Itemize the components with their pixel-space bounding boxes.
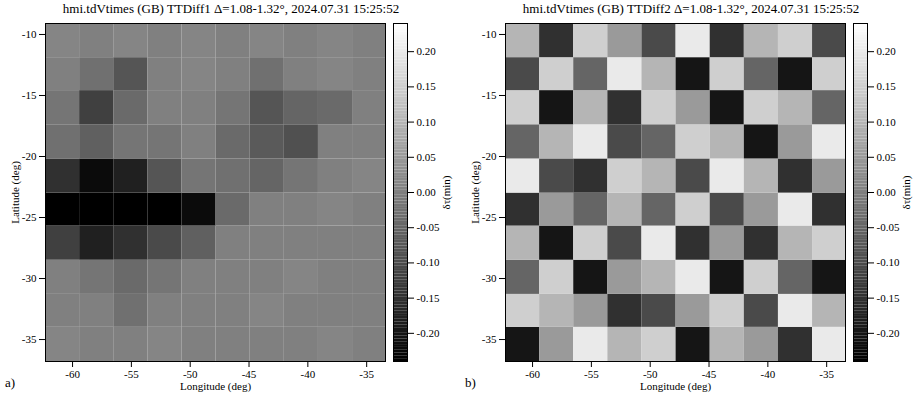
svg-text:-0.10: -0.10 [417, 256, 440, 268]
svg-text:-45: -45 [702, 368, 717, 380]
svg-text:0.10: 0.10 [877, 116, 897, 128]
html-text:hmi.tdVtimes (GB) TTDiff2 Δ=1.: hmi.tdVtimes (GB) TTDiff2 Δ=1.08-1.32°, … [522, 1, 860, 16]
svg-text:-0.05: -0.05 [417, 221, 440, 233]
svg-text:-60: -60 [525, 368, 540, 380]
svg-text:-40: -40 [301, 368, 316, 380]
svg-text:-45: -45 [242, 368, 257, 380]
svg-text:-15: -15 [22, 89, 37, 101]
svg-text:δτ(min): δτ(min) [900, 175, 913, 209]
svg-text:Longitude (deg): Longitude (deg) [180, 380, 252, 393]
svg-text:-50: -50 [643, 368, 658, 380]
svg-text:-35: -35 [359, 368, 374, 380]
svg-text:0.20: 0.20 [417, 45, 437, 57]
svg-text:Latitude (deg): Latitude (deg) [9, 161, 22, 224]
html-text:b): b) [465, 375, 476, 390]
svg-text:0.15: 0.15 [877, 80, 897, 92]
svg-text:-60: -60 [65, 368, 80, 380]
svg-text:-0.10: -0.10 [877, 256, 900, 268]
svg-text:-15: -15 [482, 89, 497, 101]
svg-text:-35: -35 [22, 333, 37, 345]
svg-text:-35: -35 [482, 333, 497, 345]
html-text:a): a) [5, 375, 16, 390]
html-text:hmi.tdVtimes (GB) TTDiff1 Δ=1.: hmi.tdVtimes (GB) TTDiff1 Δ=1.08-1.32°, … [62, 1, 400, 16]
svg-text:0.00: 0.00 [417, 186, 437, 198]
svg-text:-25: -25 [22, 211, 37, 223]
svg-text:0.10: 0.10 [417, 116, 437, 128]
svg-text:0.05: 0.05 [877, 151, 897, 163]
svg-text:-20: -20 [22, 150, 37, 162]
svg-text:-0.20: -0.20 [417, 327, 440, 339]
svg-text:-25: -25 [482, 211, 497, 223]
svg-text:Latitude (deg): Latitude (deg) [469, 161, 482, 224]
svg-text:-20: -20 [482, 150, 497, 162]
svg-text:-0.15: -0.15 [417, 292, 440, 304]
svg-text:0.15: 0.15 [417, 80, 437, 92]
svg-text:-0.20: -0.20 [877, 327, 900, 339]
svg-text:-0.15: -0.15 [877, 292, 900, 304]
svg-text:-55: -55 [124, 368, 139, 380]
svg-text:Longitude (deg): Longitude (deg) [640, 380, 712, 393]
svg-text:-55: -55 [584, 368, 599, 380]
svg-text:δτ(min): δτ(min) [440, 175, 453, 209]
svg-text:-35: -35 [819, 368, 834, 380]
svg-text:-40: -40 [761, 368, 776, 380]
svg-text:0.00: 0.00 [877, 186, 897, 198]
svg-text:0.05: 0.05 [417, 151, 437, 163]
svg-text:-10: -10 [22, 28, 37, 40]
svg-text:-30: -30 [22, 272, 37, 284]
svg-text:-10: -10 [482, 28, 497, 40]
svg-text:-0.05: -0.05 [877, 221, 900, 233]
svg-text:-50: -50 [183, 368, 198, 380]
svg-text:0.20: 0.20 [877, 45, 897, 57]
svg-text:-30: -30 [482, 272, 497, 284]
